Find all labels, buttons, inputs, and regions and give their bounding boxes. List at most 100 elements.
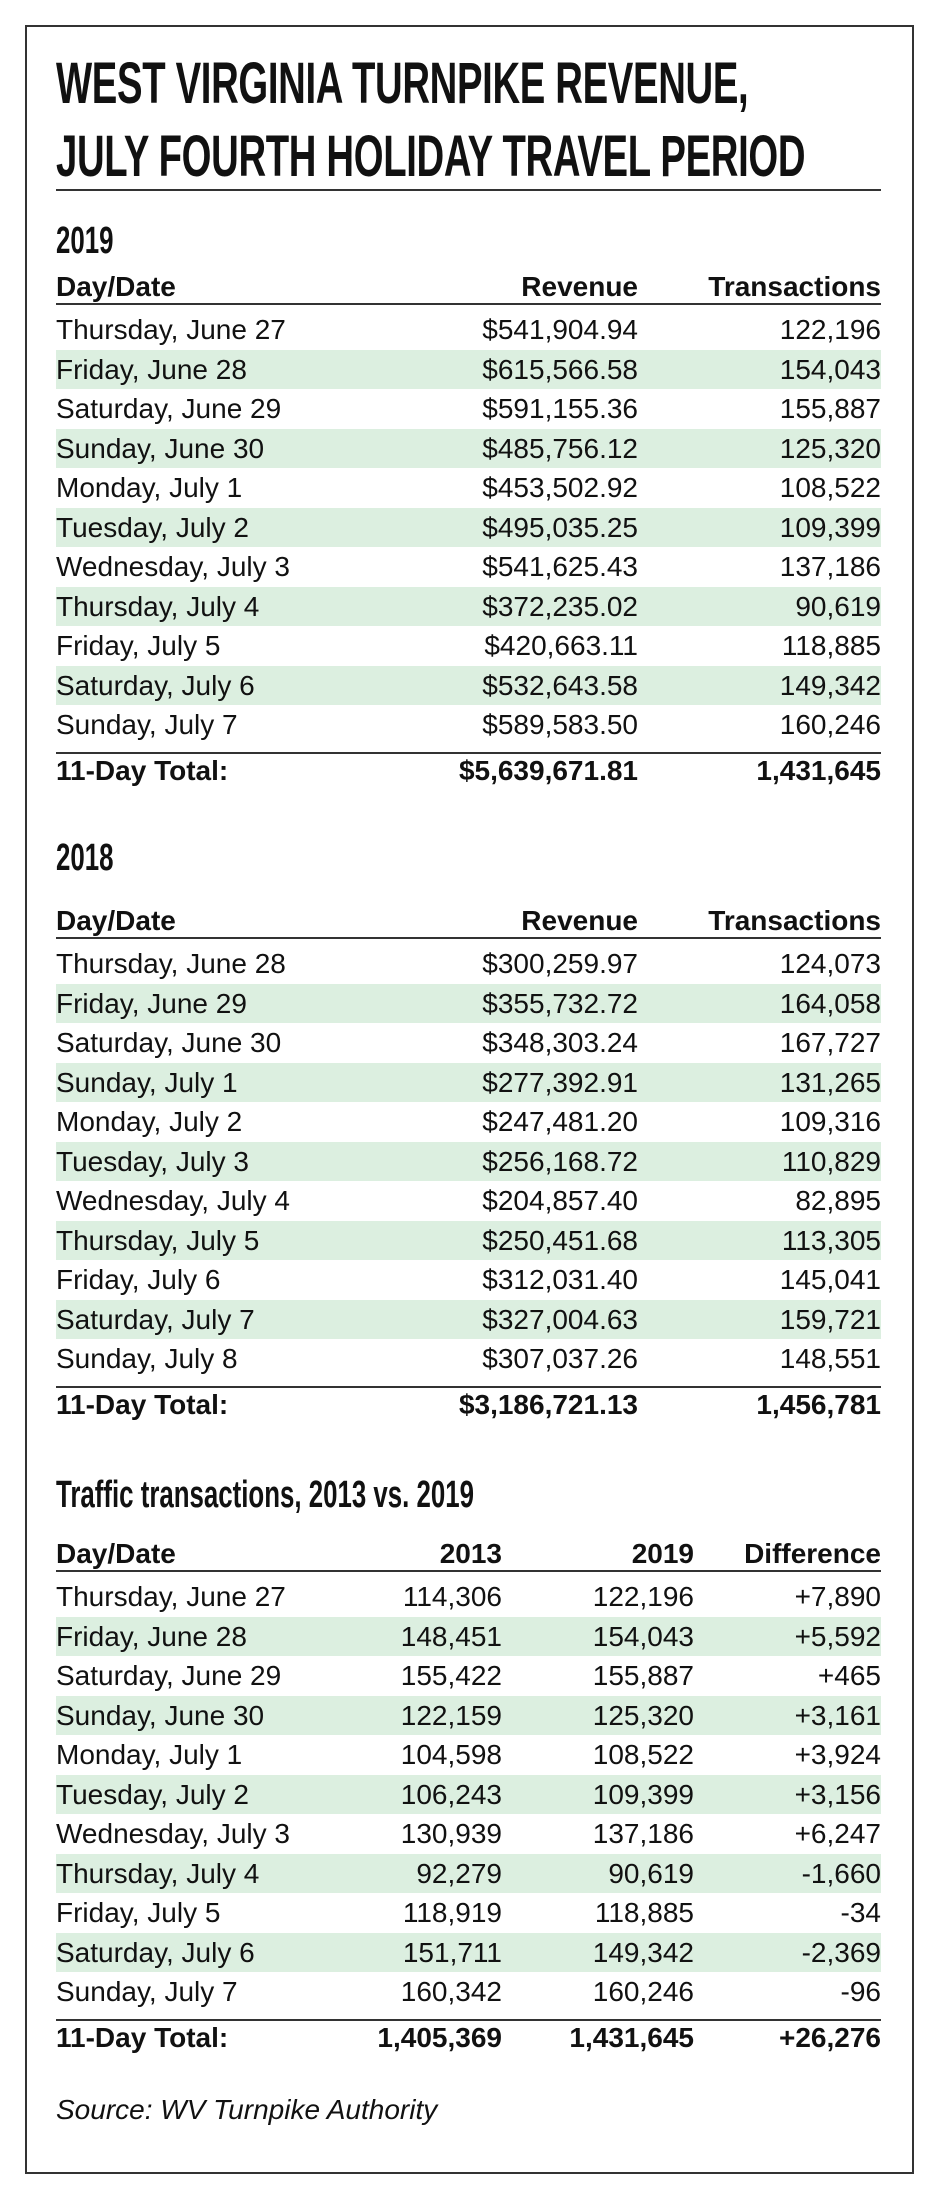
row-shade <box>56 665 881 706</box>
total-value: $3,186,721.13 <box>458 1389 638 1420</box>
row-label: Monday, July 1 <box>56 472 243 503</box>
cell-value: +5,592 <box>794 1620 881 1652</box>
total-label: 11-Day Total: <box>56 1389 229 1420</box>
total-label: 11-Day Total: <box>56 755 229 786</box>
row-label: Sunday, July 8 <box>56 1343 238 1374</box>
cell-value: 92,279 <box>416 1857 502 1889</box>
cell-value: $485,756.12 <box>482 432 638 464</box>
row-label: Sunday, July 7 <box>56 1976 238 2007</box>
cell-value: 154,043 <box>592 1620 694 1652</box>
cell-value: 160,246 <box>779 709 881 740</box>
cell-value: $541,625.43 <box>482 551 638 582</box>
cell-value: -1,660 <box>801 1857 881 1889</box>
cell-value: 154,043 <box>779 353 881 385</box>
row-label: Friday, July 6 <box>56 1264 221 1295</box>
cell-value: $204,857.40 <box>482 1185 638 1216</box>
cell-value: 159,721 <box>779 1303 881 1335</box>
cell-value: 155,887 <box>592 1660 694 1691</box>
row-label: Thursday, June 28 <box>56 948 286 979</box>
cell-value: 110,829 <box>781 1145 881 1177</box>
row-shade <box>56 1299 881 1340</box>
section-heading: 2019 <box>56 220 114 262</box>
title-line: JULY FOURTH HOLIDAY TRAVEL PERIOD <box>56 124 806 189</box>
cell-value: +6,247 <box>794 1818 881 1849</box>
row-label: Friday, June 29 <box>56 987 247 1019</box>
cell-value: 109,316 <box>779 1106 881 1137</box>
cell-value: 114,306 <box>402 1581 502 1612</box>
cell-value: +465 <box>817 1660 881 1691</box>
cell-value: 124,073 <box>779 948 881 979</box>
row-shade <box>56 1062 881 1103</box>
title-rule <box>56 189 881 191</box>
column-header: 2013 <box>439 1538 502 1569</box>
row-label: Tuesday, July 3 <box>56 1145 249 1177</box>
cell-value: 104,598 <box>400 1739 502 1770</box>
row-label: Thursday, June 27 <box>56 314 286 345</box>
cell-value: 167,727 <box>779 1027 881 1058</box>
cell-value: 164,058 <box>779 987 881 1019</box>
cell-value: +3,156 <box>794 1778 881 1810</box>
row-label: Thursday, July 5 <box>56 1224 260 1256</box>
cell-value: 160,342 <box>400 1976 502 2007</box>
cell-value: $277,392.91 <box>482 1066 638 1098</box>
cell-value: $372,235.02 <box>482 590 638 622</box>
row-label: Monday, July 2 <box>56 1106 243 1137</box>
cell-value: 155,887 <box>779 393 881 424</box>
row-label: Sunday, June 30 <box>56 432 265 464</box>
row-shade <box>56 507 881 548</box>
row-shade <box>56 1932 881 1973</box>
row-shade <box>56 1853 881 1894</box>
row-label: Saturday, July 6 <box>56 1936 255 1968</box>
total-rule <box>56 2019 881 2021</box>
row-shade <box>56 1141 881 1182</box>
total-value: 1,431,645 <box>569 2022 694 2053</box>
row-shade <box>56 1774 881 1815</box>
cell-value: 118,885 <box>594 1897 694 1928</box>
section-heading: Traffic transactions, 2013 vs. 2019 <box>56 1474 474 1516</box>
cell-value: $355,732.72 <box>482 987 638 1019</box>
cell-value: 108,522 <box>779 472 881 503</box>
cell-value: 155,422 <box>400 1660 502 1691</box>
row-label: Wednesday, July 3 <box>56 551 290 582</box>
row-label: Tuesday, July 2 <box>56 1778 249 1810</box>
row-label: Friday, June 28 <box>56 1620 247 1652</box>
cell-value: -34 <box>840 1897 881 1928</box>
cell-value: $591,155.36 <box>482 393 638 424</box>
column-header: Transactions <box>708 905 881 936</box>
total-value: 1,405,369 <box>377 2022 502 2053</box>
row-shade <box>56 586 881 627</box>
row-label: Sunday, June 30 <box>56 1699 265 1731</box>
cell-value: -2,369 <box>801 1936 881 1968</box>
cell-value: 137,186 <box>779 551 881 582</box>
row-label: Sunday, July 7 <box>56 709 238 740</box>
row-label: Thursday, July 4 <box>56 590 260 622</box>
row-shade <box>56 983 881 1024</box>
column-header: Day/Date <box>56 905 176 936</box>
header-rule <box>56 1570 881 1572</box>
row-shade <box>56 1220 881 1261</box>
cell-value: 149,342 <box>779 669 881 701</box>
cell-value: 106,243 <box>400 1778 502 1810</box>
total-rule <box>56 1386 881 1388</box>
cell-value: $495,035.25 <box>482 511 638 543</box>
header-rule <box>56 303 881 305</box>
cell-value: $312,031.40 <box>482 1264 638 1295</box>
row-label: Friday, July 5 <box>56 1897 221 1928</box>
row-label: Saturday, June 30 <box>56 1027 282 1058</box>
cell-value: 137,186 <box>592 1818 694 1849</box>
row-shade <box>56 428 881 469</box>
cell-value: 90,619 <box>608 1857 694 1889</box>
row-label: Wednesday, July 3 <box>56 1818 290 1849</box>
cell-value: +7,890 <box>794 1581 881 1612</box>
cell-value: -96 <box>840 1976 881 2007</box>
cell-value: 149,342 <box>592 1936 694 1968</box>
column-header: Revenue <box>521 271 638 302</box>
cell-value: 108,522 <box>592 1739 694 1770</box>
column-header: Day/Date <box>56 1538 176 1569</box>
row-label: Tuesday, July 2 <box>56 511 249 543</box>
cell-value: 118,885 <box>781 630 881 661</box>
row-shade <box>56 349 881 390</box>
total-value: +26,276 <box>779 2022 881 2053</box>
row-shade <box>56 1695 881 1736</box>
cell-value: 122,196 <box>592 1581 694 1612</box>
